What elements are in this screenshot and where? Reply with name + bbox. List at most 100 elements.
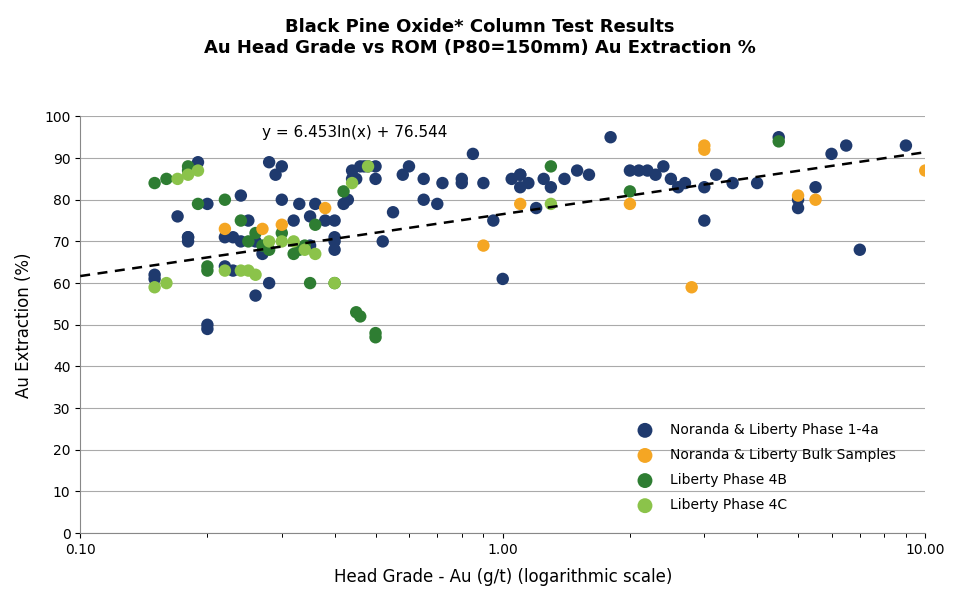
Noranda & Liberty Phase 1-4a — [495, 274, 511, 284]
Noranda & Liberty Phase 1-4a — [356, 162, 372, 171]
Noranda & Liberty Phase 1-4a — [147, 270, 162, 279]
Noranda & Liberty Phase 1-4a — [648, 170, 663, 180]
Noranda & Liberty Phase 1-4a — [180, 237, 196, 246]
Noranda & Liberty Phase 1-4a — [348, 174, 364, 184]
Noranda & Liberty Phase 1-4a — [302, 212, 318, 221]
Noranda & Liberty Phase 1-4a — [536, 174, 551, 184]
Noranda & Liberty Phase 1-4a — [543, 183, 559, 192]
Liberty Phase 4B — [200, 261, 215, 271]
Noranda & Liberty Bulk Samples — [697, 141, 712, 150]
X-axis label: Head Grade - Au (g/t) (logarithmic scale): Head Grade - Au (g/t) (logarithmic scale… — [333, 568, 672, 586]
Noranda & Liberty Phase 1-4a — [678, 178, 693, 188]
Liberty Phase 4B — [368, 332, 383, 342]
Noranda & Liberty Phase 1-4a — [233, 191, 249, 200]
Liberty Phase 4C — [275, 237, 290, 246]
Noranda & Liberty Phase 1-4a — [429, 199, 444, 209]
Noranda & Liberty Phase 1-4a — [697, 183, 712, 192]
Liberty Phase 4B — [368, 328, 383, 338]
Liberty Phase 4B — [348, 308, 364, 317]
Noranda & Liberty Phase 1-4a — [513, 170, 528, 180]
Liberty Phase 4C — [180, 170, 196, 180]
Noranda & Liberty Phase 1-4a — [504, 174, 519, 184]
Liberty Phase 4B — [771, 136, 786, 146]
Noranda & Liberty Phase 1-4a — [416, 195, 431, 204]
Liberty Phase 4C — [286, 237, 301, 246]
Noranda & Liberty Phase 1-4a — [345, 166, 360, 175]
Noranda & Liberty Phase 1-4a — [261, 278, 276, 288]
Liberty Phase 4B — [254, 241, 270, 251]
Noranda & Liberty Phase 1-4a — [670, 183, 685, 192]
Noranda & Liberty Phase 1-4a — [327, 237, 343, 246]
Noranda & Liberty Phase 1-4a — [569, 166, 585, 175]
Noranda & Liberty Phase 1-4a — [401, 162, 417, 171]
Liberty Phase 4C — [248, 270, 263, 279]
Text: Black Pine Oxide* Column Test Results
Au Head Grade vs ROM (P80=150mm) Au Extrac: Black Pine Oxide* Column Test Results Au… — [204, 18, 756, 57]
Liberty Phase 4B — [200, 266, 215, 275]
Y-axis label: Au Extraction (%): Au Extraction (%) — [15, 252, 33, 397]
Noranda & Liberty Phase 1-4a — [302, 241, 318, 251]
Noranda & Liberty Phase 1-4a — [790, 203, 805, 213]
Liberty Phase 4B — [622, 186, 637, 196]
Text: y = 6.453ln(x) + 76.544: y = 6.453ln(x) + 76.544 — [262, 125, 448, 140]
Noranda & Liberty Phase 1-4a — [750, 178, 765, 188]
Noranda & Liberty Phase 1-4a — [838, 141, 853, 150]
Liberty Phase 4C — [297, 245, 312, 255]
Liberty Phase 4C — [360, 162, 375, 171]
Noranda & Liberty Phase 1-4a — [275, 162, 290, 171]
Noranda & Liberty Phase 1-4a — [241, 216, 256, 225]
Liberty Phase 4B — [190, 199, 205, 209]
Liberty Phase 4C — [217, 266, 232, 275]
Noranda & Liberty Bulk Samples — [318, 203, 333, 213]
Liberty Phase 4B — [307, 220, 323, 230]
Noranda & Liberty Phase 1-4a — [656, 162, 671, 171]
Legend: Noranda & Liberty Phase 1-4a, Noranda & Liberty Bulk Samples, Liberty Phase 4B, : Noranda & Liberty Phase 1-4a, Noranda & … — [626, 418, 901, 518]
Noranda & Liberty Phase 1-4a — [345, 174, 360, 184]
Noranda & Liberty Phase 1-4a — [708, 170, 724, 180]
Noranda & Liberty Phase 1-4a — [327, 245, 343, 255]
Liberty Phase 4B — [327, 278, 343, 288]
Liberty Phase 4B — [275, 228, 290, 238]
Liberty Phase 4C — [158, 278, 174, 288]
Liberty Phase 4B — [147, 178, 162, 188]
Noranda & Liberty Phase 1-4a — [454, 174, 469, 184]
Liberty Phase 4C — [261, 237, 276, 246]
Noranda & Liberty Phase 1-4a — [631, 166, 646, 175]
Liberty Phase 4B — [261, 245, 276, 255]
Noranda & Liberty Phase 1-4a — [233, 237, 249, 246]
Liberty Phase 4B — [158, 174, 174, 184]
Noranda & Liberty Phase 1-4a — [318, 216, 333, 225]
Noranda & Liberty Phase 1-4a — [852, 245, 868, 255]
Liberty Phase 4B — [302, 278, 318, 288]
Noranda & Liberty Phase 1-4a — [697, 216, 712, 225]
Noranda & Liberty Bulk Samples — [254, 224, 270, 234]
Noranda & Liberty Phase 1-4a — [520, 178, 536, 188]
Liberty Phase 4B — [336, 186, 351, 196]
Noranda & Liberty Phase 1-4a — [824, 149, 839, 159]
Noranda & Liberty Phase 1-4a — [286, 216, 301, 225]
Liberty Phase 4B — [233, 216, 249, 225]
Noranda & Liberty Phase 1-4a — [375, 237, 391, 246]
Noranda & Liberty Bulk Samples — [476, 241, 492, 251]
Noranda & Liberty Phase 1-4a — [416, 174, 431, 184]
Noranda & Liberty Phase 1-4a — [254, 249, 270, 258]
Liberty Phase 4B — [292, 245, 307, 255]
Noranda & Liberty Phase 1-4a — [180, 233, 196, 242]
Noranda & Liberty Phase 1-4a — [808, 183, 824, 192]
Noranda & Liberty Phase 1-4a — [622, 166, 637, 175]
Noranda & Liberty Phase 1-4a — [663, 174, 679, 184]
Noranda & Liberty Phase 1-4a — [226, 233, 241, 242]
Noranda & Liberty Phase 1-4a — [725, 178, 740, 188]
Noranda & Liberty Phase 1-4a — [190, 157, 205, 167]
Noranda & Liberty Phase 1-4a — [582, 170, 597, 180]
Noranda & Liberty Phase 1-4a — [200, 199, 215, 209]
Noranda & Liberty Phase 1-4a — [180, 233, 196, 242]
Noranda & Liberty Bulk Samples — [790, 191, 805, 200]
Liberty Phase 4B — [543, 162, 559, 171]
Noranda & Liberty Phase 1-4a — [435, 178, 450, 188]
Liberty Phase 4C — [233, 266, 249, 275]
Noranda & Liberty Phase 1-4a — [368, 162, 383, 171]
Liberty Phase 4C — [345, 178, 360, 188]
Noranda & Liberty Phase 1-4a — [790, 195, 805, 204]
Noranda & Liberty Phase 1-4a — [513, 183, 528, 192]
Noranda & Liberty Phase 1-4a — [200, 324, 215, 334]
